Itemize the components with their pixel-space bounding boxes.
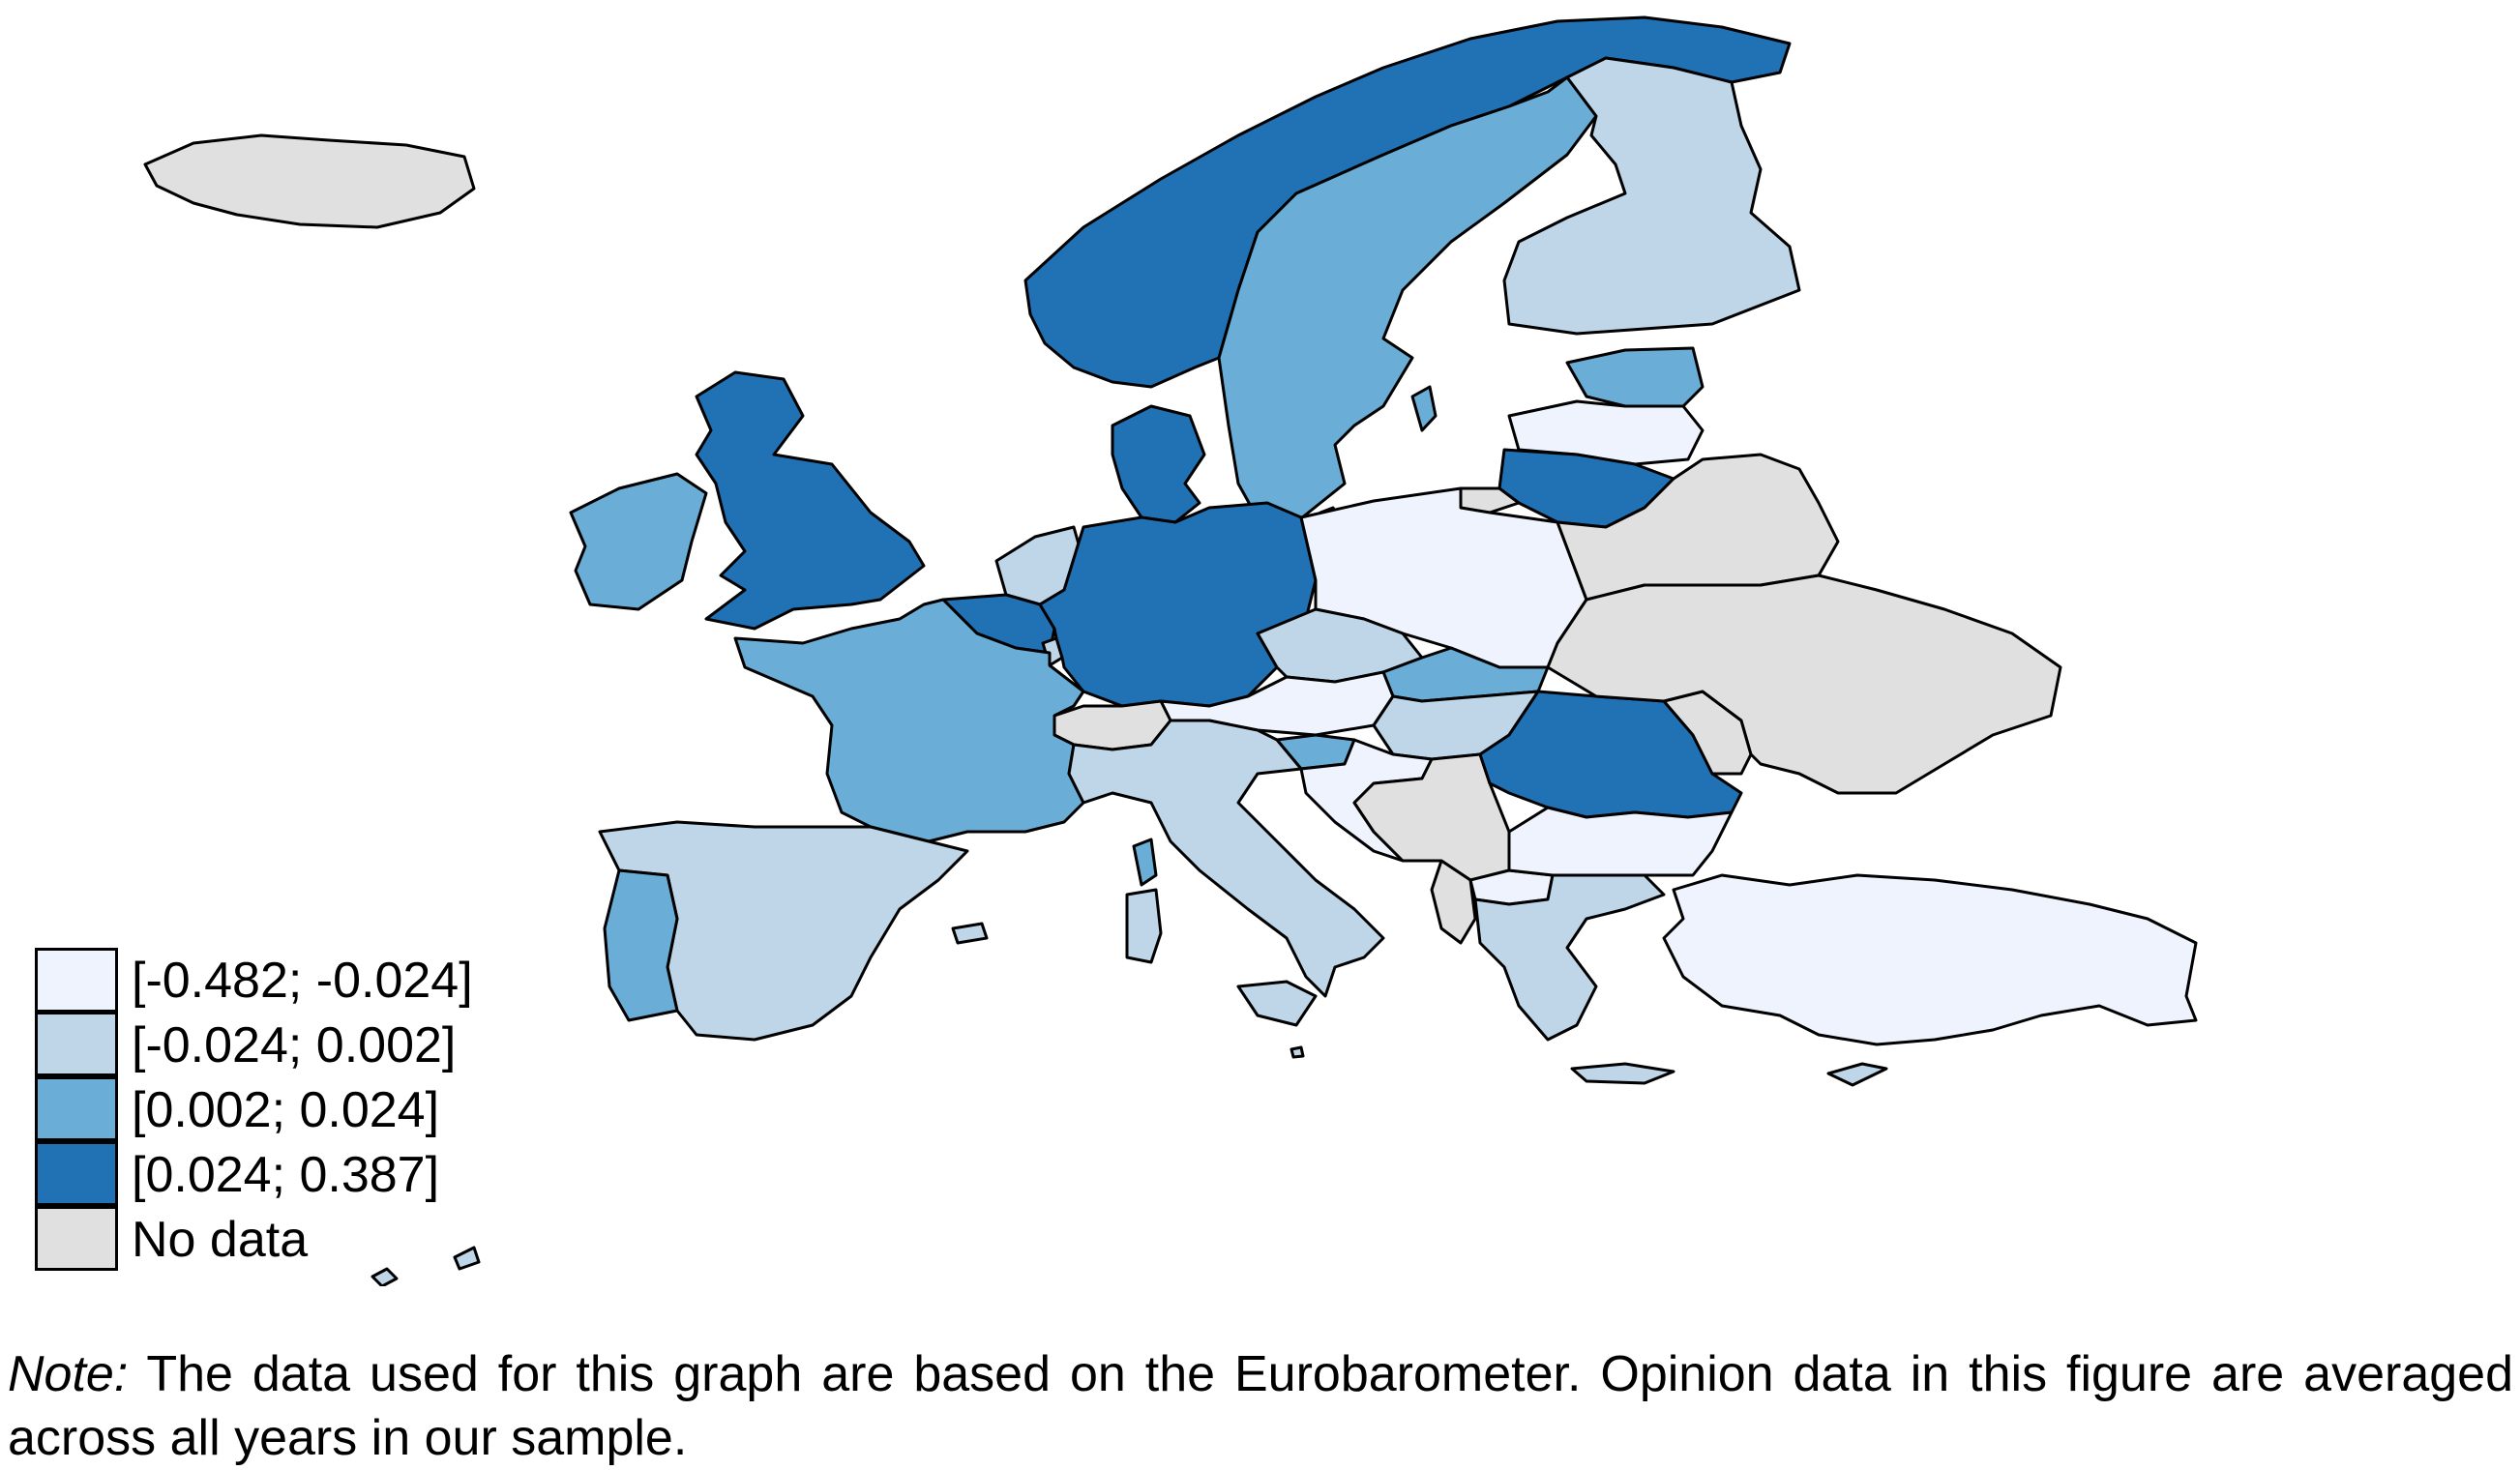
legend-swatch: [35, 1075, 118, 1141]
country-gotland: [1410, 385, 1438, 432]
legend-label: [0.024; 0.387]: [132, 1146, 440, 1203]
country-denmark: [1111, 404, 1206, 524]
island-canary: [371, 1267, 399, 1286]
country-ireland: [569, 472, 708, 611]
country-crete: [1570, 1062, 1675, 1085]
country-portugal: [603, 868, 679, 1022]
country-sweden: [1217, 75, 1598, 529]
country-cyprus: [1826, 1062, 1888, 1087]
country-ukraine: [1546, 573, 2062, 795]
legend-label: [-0.024; 0.002]: [132, 1016, 457, 1073]
country-corsica: [1132, 838, 1158, 887]
country-finland: [1502, 56, 1801, 336]
island-balearic: [951, 922, 989, 945]
legend-swatch: [35, 1140, 118, 1206]
country-romania: [1478, 690, 1743, 819]
country-germany: [1038, 501, 1318, 708]
country-sardinia: [1125, 888, 1163, 964]
legend-item: [0.024; 0.387]: [35, 1140, 473, 1207]
country-bulgaria: [1507, 806, 1734, 877]
legend-item: [0.002; 0.024]: [35, 1075, 473, 1142]
legend-label: [0.002; 0.024]: [132, 1081, 440, 1138]
country-malta: [1290, 1045, 1305, 1059]
country-greece: [1473, 873, 1666, 1042]
legend-label: [-0.482; -0.024]: [132, 952, 473, 1009]
legend-swatch: [35, 1205, 118, 1271]
legend-item: [-0.482; -0.024]: [35, 948, 473, 1013]
country-italy: [1067, 719, 1385, 998]
legend-swatch: [35, 1011, 118, 1076]
country-france: [733, 598, 1085, 843]
country-estonia: [1565, 346, 1705, 408]
legend-label: No data: [132, 1211, 309, 1268]
legend-item: [-0.024; 0.002]: [35, 1011, 473, 1077]
country-iceland: [143, 133, 476, 229]
country-sicily: [1236, 980, 1318, 1027]
note-text: The data used for this graph are based o…: [8, 1346, 2513, 1466]
europe-choropleth-map: [143, 15, 2198, 1286]
legend-item: No data: [35, 1205, 473, 1272]
legend: [-0.482; -0.024] [-0.024; 0.002] [0.002; 0…: [35, 948, 473, 1272]
country-turkey: [1662, 873, 2198, 1046]
note-prefix: Note:: [8, 1346, 129, 1402]
legend-swatch: [35, 948, 118, 1013]
island-canary-2: [453, 1246, 481, 1271]
figure-note: Note: The data used for this graph are b…: [8, 1342, 2513, 1470]
country-uk: [695, 370, 926, 631]
